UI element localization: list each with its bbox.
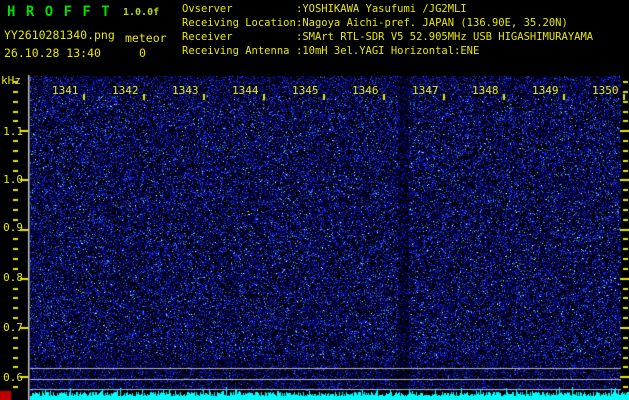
station-row-value: :YOSHIKAWA Yasufumi /JG2MLI: [296, 3, 467, 15]
station-info-row: Receiving Antenna :10mH 3el.YAGI Horizont…: [182, 44, 593, 58]
time-tick-label: 1344: [232, 84, 259, 97]
station-info-row: Receiving Location:Nagoya Aichi-pref. JA…: [182, 16, 593, 30]
freq-tick-label: 0.7: [3, 321, 23, 334]
freq-tick-label: 0.6: [3, 371, 23, 384]
station-info-row: Receiver :SMArt RTL-SDR V5 52.905MHz USB …: [182, 30, 593, 44]
echo-count: 0: [139, 46, 146, 60]
station-info-row: Ovserver :YOSHIKAWA Yasufumi /JG2MLI: [182, 2, 593, 16]
mode-label: meteor: [125, 31, 167, 45]
station-row-label: Receiver: [182, 31, 233, 43]
station-row-label: Ovserver: [182, 3, 233, 15]
time-tick-label: 1347: [412, 84, 439, 97]
time-tick-label: 1346: [352, 84, 379, 97]
datetime-label: 26.10.28 13:40: [4, 46, 101, 60]
app-title: H R O F F T: [7, 4, 111, 20]
time-tick-label: 1342: [112, 84, 139, 97]
freq-tick-label: 0.9: [3, 221, 23, 234]
station-row-value: :SMArt RTL-SDR V5 52.905MHz USB HIGASHIM…: [296, 31, 594, 43]
station-row-value: :Nagoya Aichi-pref. JAPAN (136.90E, 35.2…: [296, 17, 568, 29]
app-version: 1.0.0f: [123, 7, 160, 18]
freq-tick-label: 1.0: [3, 173, 23, 186]
time-tick-label: 1343: [172, 84, 199, 97]
time-tick-label: 1345: [292, 84, 319, 97]
station-info-block: Ovserver:YOSHIKAWA Yasufumi /JG2MLI Recei…: [182, 2, 593, 58]
freq-axis-unit-label: kHz: [1, 74, 21, 87]
time-tick-label: 1341: [52, 84, 79, 97]
time-tick-label: 1349: [532, 84, 559, 97]
station-row-value: :10mH 3el.YAGI Horizontal:ENE: [296, 45, 480, 57]
freq-tick-label: 0.8: [3, 271, 23, 284]
station-row-label: Receiving Antenna: [182, 45, 290, 57]
output-filename: YY2610281340.png: [4, 28, 115, 42]
time-tick-label: 1350: [592, 84, 619, 97]
station-row-label: Receiving Location: [182, 17, 296, 29]
time-tick-label: 1348: [472, 84, 499, 97]
freq-tick-label: 1.1: [3, 125, 23, 138]
